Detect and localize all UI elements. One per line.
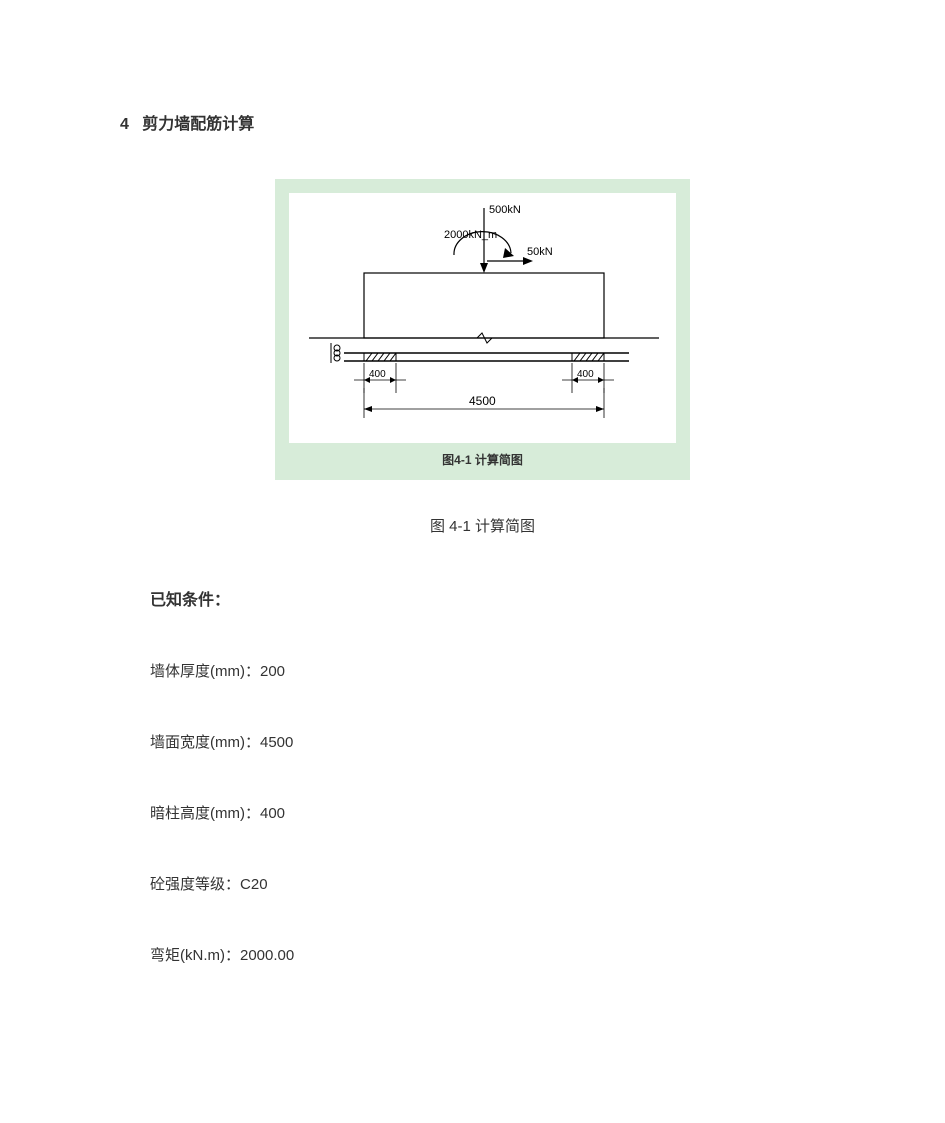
axial-load-label: 500kN (489, 204, 521, 216)
condition-value: C20 (240, 876, 268, 893)
condition-value: 2000.00 (240, 947, 294, 964)
condition-value: 4500 (260, 734, 293, 751)
condition-value: 200 (260, 663, 285, 680)
moment-load-label: 2000kN_m (444, 229, 497, 241)
section-title-text: 剪力墙配筋计算 (142, 116, 254, 133)
shear-load-label: 50kN (527, 246, 553, 258)
dim-col-left: 400 (369, 369, 386, 380)
dim-col-right: 400 (577, 369, 594, 380)
condition-label: 墙体厚度(mm)： (150, 663, 260, 680)
condition-row: 砼强度等级：C20 (150, 873, 845, 894)
condition-label: 墙面宽度(mm)： (150, 734, 260, 751)
figure-caption-outer: 图 4-1 计算简图 (120, 515, 845, 536)
section-number: 4 (120, 116, 129, 133)
figure-container: 500kN 2000kN_m 50kN 400 400 (275, 179, 690, 480)
condition-row: 弯矩(kN.m)：2000.00 (150, 944, 845, 965)
condition-label: 弯矩(kN.m)： (150, 947, 240, 964)
dim-span: 4500 (469, 394, 496, 408)
condition-label: 砼强度等级： (150, 876, 240, 893)
diagram-svg: 500kN 2000kN_m 50kN 400 400 (289, 193, 676, 443)
condition-label: 暗柱高度(mm)： (150, 805, 260, 822)
conditions-header: 已知条件： (150, 586, 845, 610)
condition-row: 墙面宽度(mm)：4500 (150, 731, 845, 752)
figure-caption-inner: 图4-1 计算简图 (289, 451, 676, 468)
figure-diagram: 500kN 2000kN_m 50kN 400 400 (289, 193, 676, 443)
condition-row: 暗柱高度(mm)：400 (150, 802, 845, 823)
section-heading: 4 剪力墙配筋计算 (120, 110, 845, 134)
condition-value: 400 (260, 805, 285, 822)
condition-row: 墙体厚度(mm)：200 (150, 660, 845, 681)
